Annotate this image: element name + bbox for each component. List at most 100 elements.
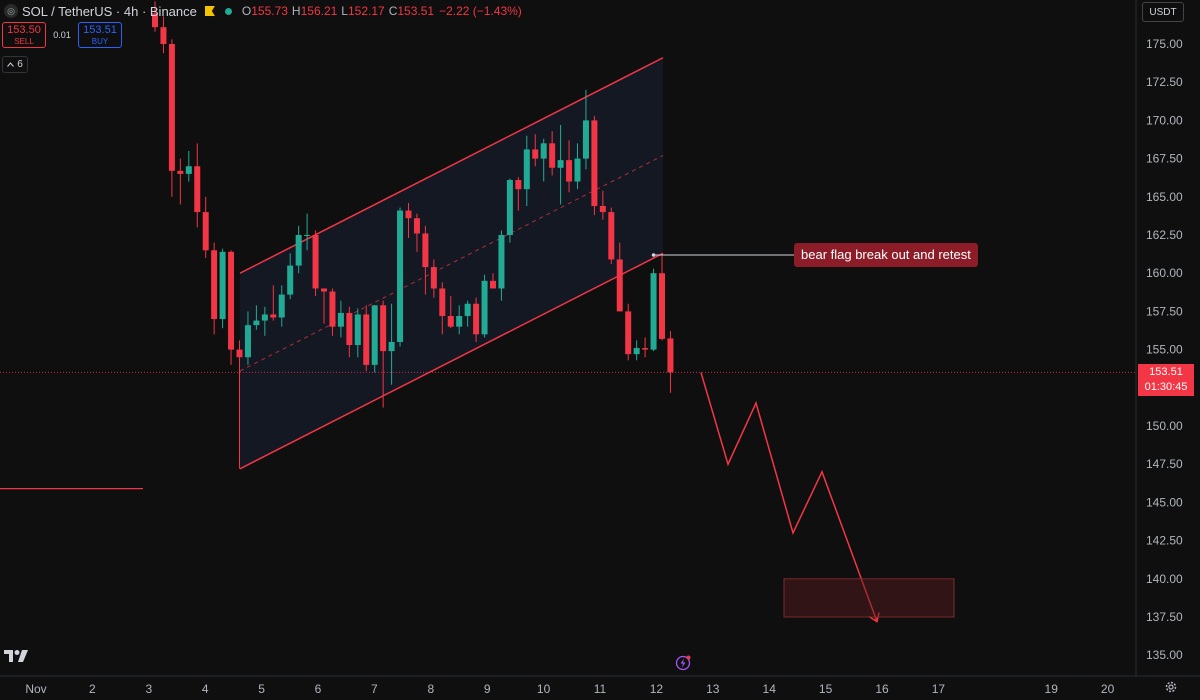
x-tick-label: 10 [537,682,551,696]
candle-body [633,348,640,355]
x-tick-label: 17 [932,682,946,696]
x-tick-label: Nov [25,682,46,696]
projection-path [700,372,878,622]
candle-body [566,160,573,182]
overlay-layer [0,253,1136,373]
candle-body [329,291,336,327]
candle-body [574,158,581,182]
y-tick-label: 137.50 [1146,610,1183,624]
candle-body [659,273,665,339]
symbol-title[interactable]: SOL / TetherUS · 4h · Binance [22,3,197,19]
candle-body [413,218,420,234]
candle-body [168,44,175,171]
candle-body [219,251,226,320]
candle-body [650,273,657,350]
target-zone [783,578,955,618]
candle-body [608,212,615,260]
x-tick-label: 4 [202,682,209,696]
channel-fill [240,57,663,469]
current-price-tag: 153.51 01:30:45 [1138,364,1194,396]
candle-body [599,205,606,213]
candle-body [439,288,446,316]
candle-body [354,314,361,346]
ohlc-open-value: 155.73 [251,4,288,18]
candle-body [287,265,294,295]
candle-body [278,294,285,318]
candle-body [498,235,505,289]
ohlc-high-key: H [291,4,301,18]
currency-button[interactable]: USDT [1142,2,1184,22]
ohlc-close-value: 153.51 [397,4,435,18]
flag-icon[interactable] [204,6,215,16]
candle-body [515,179,522,190]
annotation-label[interactable]: bear flag break out and retest [794,243,978,267]
x-tick-label: 6 [315,682,322,696]
candle-body [481,280,488,335]
sell-label: SELL [14,37,34,46]
candle-body [464,303,471,316]
x-tick-label: 3 [145,682,152,696]
candle-body [236,349,243,358]
candle-body [667,338,674,373]
x-tick-label: 15 [819,682,833,696]
lightning-bolt-icon[interactable] [675,655,691,671]
buy-button[interactable]: 153.51 BUY [78,22,122,48]
candles-layer [152,1,674,469]
candle-body [202,212,209,251]
candle-body [211,250,218,320]
chart-grid [0,0,1200,677]
trade-panel: 153.50 SELL 0.01 153.51 BUY [0,22,122,48]
buy-label: BUY [91,37,109,46]
x-tick-label: 20 [1101,682,1115,696]
ohlc-low-value: 152.17 [347,4,385,18]
y-tick-label: 167.50 [1146,152,1183,166]
tradingview-logo-icon[interactable] [4,648,28,664]
x-tick-label: 12 [650,682,664,696]
candle-body [363,314,370,365]
candle-body [422,233,429,268]
settings-gear-icon[interactable] [1164,680,1178,694]
candle-body [228,251,235,350]
ohlc-high-value: 156.21 [300,4,338,18]
sell-price: 153.50 [7,24,41,36]
drawing-layer [0,57,955,623]
ohlc-close-key: C [388,4,398,18]
candle-body [591,120,598,206]
y-tick-label: 147.50 [1146,457,1183,471]
candle-body [557,160,564,168]
x-tick-label: 13 [706,682,720,696]
candle-body [473,303,480,335]
sell-button[interactable]: 153.50 SELL [2,22,46,48]
y-tick-label: 140.00 [1146,572,1183,586]
candle-body [160,27,167,44]
y-tick-label: 172.50 [1146,75,1183,89]
candle-body [540,143,547,159]
y-tick-label: 142.50 [1146,534,1183,548]
candle-body [549,143,556,168]
x-tick-label: 7 [371,682,378,696]
price-axis: 135.00 137.50 140.00 142.50 145.00 147.50 150.… [1146,37,1183,662]
x-tick-label: 2 [89,682,96,696]
y-tick-label: 162.50 [1146,228,1183,242]
candle-body [405,210,412,219]
y-tick-label: 165.00 [1146,190,1183,204]
candle-body [337,312,344,327]
candle-body [430,267,437,289]
time-axis: Nov 2 3 4 5 6 7 8 9 10 11 12 13 14 15 16 17 19 20 [25,682,1114,696]
market-status-dot [224,7,232,15]
buy-price: 153.51 [83,24,117,36]
candle-body [490,280,496,289]
candle-body [625,311,632,355]
y-tick-label: 157.50 [1146,304,1183,318]
candle-body [506,179,513,235]
indicators-toggle[interactable]: 6 [2,56,28,73]
x-tick-label: 19 [1045,682,1059,696]
candle-body [244,325,251,358]
candle-body [582,120,589,159]
y-tick-label: 145.00 [1146,495,1183,509]
y-tick-label: 160.00 [1146,266,1183,280]
ohlc-open-key: O [241,4,252,18]
candle-body [177,170,184,174]
candle-body [397,210,404,342]
